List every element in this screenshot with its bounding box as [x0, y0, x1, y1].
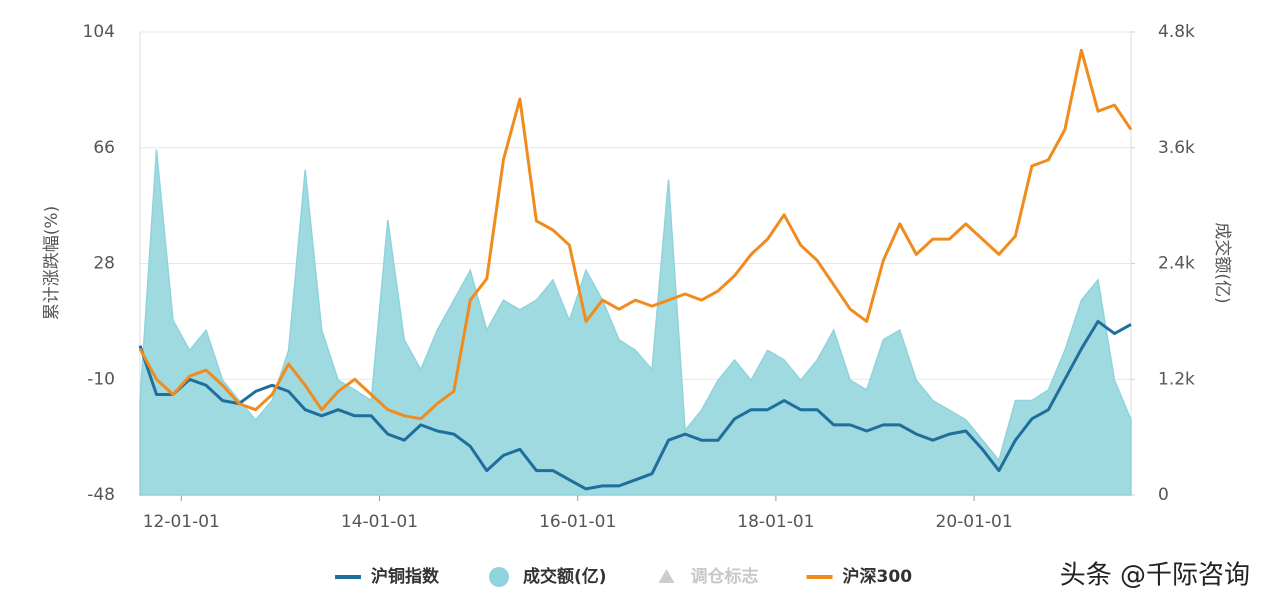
y2-axis-title: 成交额(亿) — [1212, 222, 1232, 303]
legend-label: 沪深300 — [843, 566, 913, 587]
y2-tick-label: 4.8k — [1158, 22, 1195, 42]
legend-swatch — [489, 567, 509, 587]
y-axis-title: 累计涨跌幅(%) — [42, 206, 62, 320]
series-line — [138, 319, 1132, 491]
legend-swatch — [658, 569, 675, 583]
x-tick-label: 16-01-01 — [539, 512, 616, 532]
x-tick-label: 12-01-01 — [143, 512, 220, 532]
y-tick-label: -48 — [87, 485, 115, 505]
y2-tick-label: 2.4k — [1158, 254, 1195, 274]
legend-label: 成交额(亿) — [523, 566, 607, 587]
y2-tick-label: 3.6k — [1158, 138, 1195, 158]
y-tick-label: 66 — [93, 138, 115, 158]
x-tick-label: 18-01-01 — [737, 512, 814, 532]
y-tick-label: 28 — [93, 254, 115, 274]
legend-label: 沪铜指数 — [371, 566, 440, 587]
watermark: 头条 @千际咨询 — [1060, 561, 1250, 591]
x-tick-label: 14-01-01 — [341, 512, 418, 532]
y2-tick-label: 0 — [1158, 485, 1169, 505]
y-tick-label: -10 — [87, 369, 115, 389]
series-line — [138, 48, 1133, 421]
legend-label: 调仓标志 — [691, 566, 759, 587]
y2-tick-label: 1.2k — [1158, 369, 1195, 389]
y-tick-label: 104 — [83, 22, 115, 42]
volume-area — [139, 149, 1132, 496]
x-tick-label: 20-01-01 — [936, 512, 1013, 532]
